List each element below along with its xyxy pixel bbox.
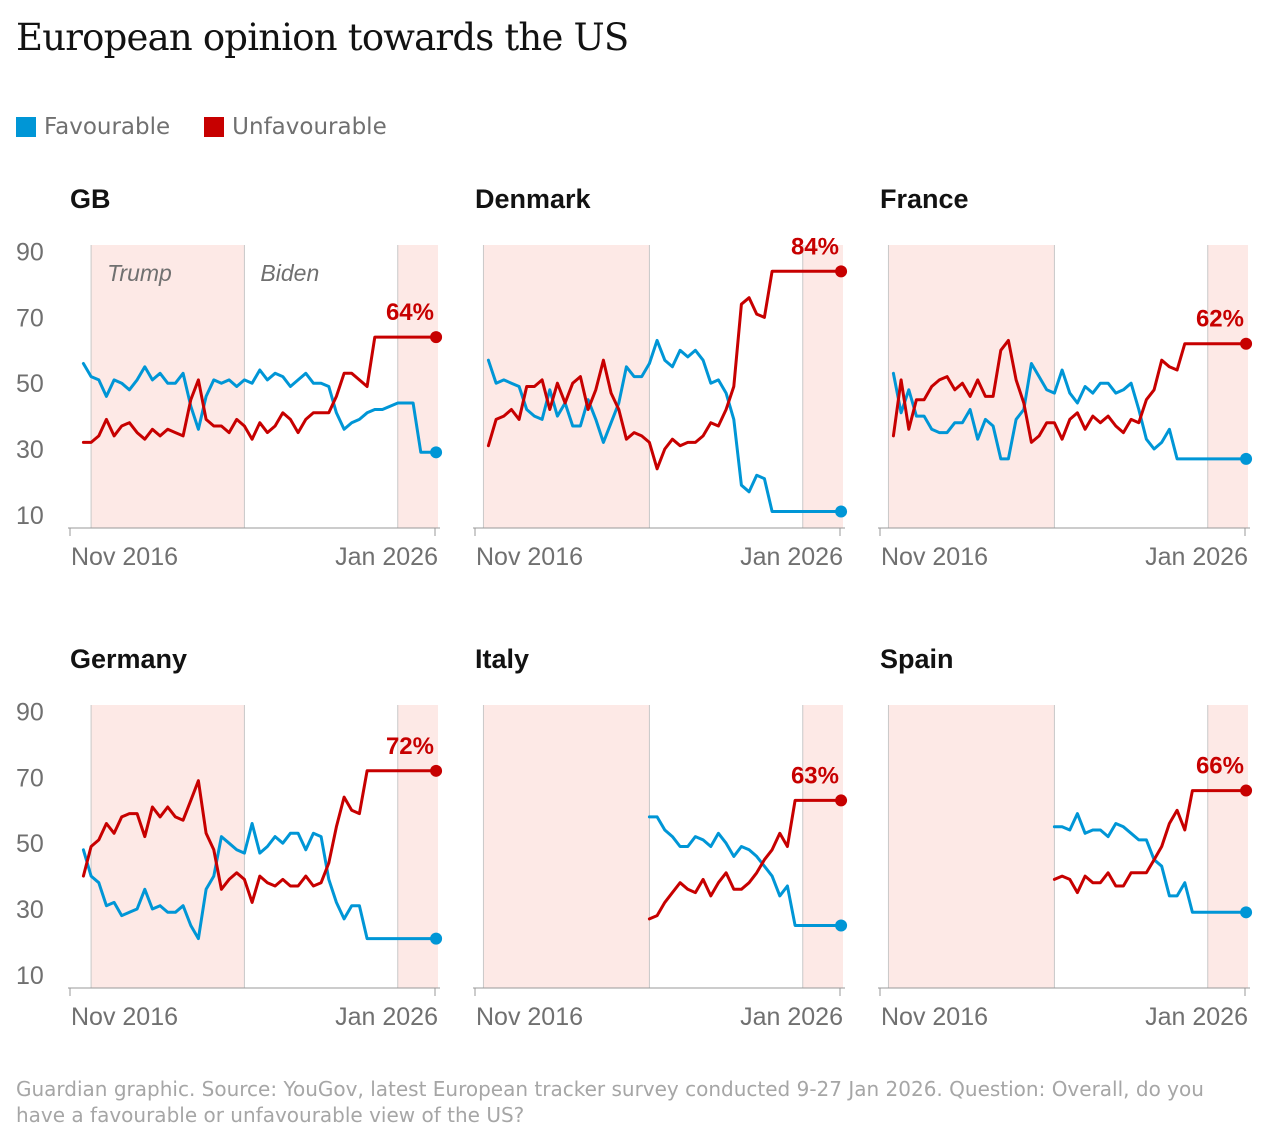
end-value-label: 64% [386, 299, 434, 326]
panel-title: Italy [475, 644, 529, 674]
series-end-point-unfavourable [430, 331, 443, 344]
series-line-unfavourable [81, 335, 438, 444]
presidency-shading-1 [483, 705, 650, 988]
y-tick-label: 30 [16, 436, 44, 464]
x-tick-label-start: Nov 2016 [476, 1003, 583, 1031]
series-end-point-unfavourable [835, 265, 848, 278]
period-label-trump: Trump [107, 260, 172, 286]
x-tick-label-end: Jan 2026 [335, 1003, 438, 1031]
panel-title: France [880, 184, 969, 214]
series-line-unfavourable [1052, 789, 1248, 895]
end-value-label: 66% [1196, 753, 1244, 780]
presidency-shading-1 [91, 245, 245, 528]
x-tick-label-start: Nov 2016 [881, 543, 988, 571]
presidency-shading-1 [91, 705, 245, 988]
end-value-label: 62% [1196, 306, 1244, 333]
series-line-favourable [81, 822, 438, 941]
series-line-unfavourable [647, 798, 843, 921]
y-tick-label: 50 [16, 370, 44, 398]
x-tick-label-end: Jan 2026 [335, 543, 438, 571]
presidency-shading-2 [1207, 705, 1248, 988]
y-tick-label: 30 [16, 896, 44, 924]
presidency-shading-1 [483, 245, 650, 528]
x-tick-label-start: Nov 2016 [71, 543, 178, 571]
x-tick-label-end: Jan 2026 [1145, 543, 1248, 571]
y-tick-label: 70 [16, 764, 44, 792]
series-end-point-unfavourable [835, 794, 848, 807]
x-tick-label-start: Nov 2016 [881, 1003, 988, 1031]
panel-title: Spain [880, 644, 954, 674]
legend-swatch-unfavourable [204, 117, 225, 137]
y-tick-label: 90 [16, 699, 44, 727]
presidency-shading-2 [802, 705, 843, 988]
series-end-point-favourable [430, 932, 443, 945]
series-line-favourable [647, 815, 843, 927]
x-tick-label-start: Nov 2016 [71, 1003, 178, 1031]
chart-panel-spain: Spain Nov 2016 Jan 2026 66% [878, 644, 1253, 1031]
legend-item-favourable: Favourable [16, 114, 170, 140]
series-end-point-unfavourable [1240, 337, 1253, 350]
series-end-point-favourable [430, 446, 443, 459]
legend-label-favourable: Favourable [44, 114, 171, 140]
source-footnote: Guardian graphic. Source: YouGov, latest… [16, 1077, 1204, 1127]
series-end-point-favourable [835, 505, 848, 518]
y-tick-label: 70 [16, 304, 44, 332]
chart-panel-gb: GB 90 70 50 30 10 Trump Biden Nov 2016 Jan 2026 64… [16, 184, 443, 571]
series-end-point-unfavourable [1240, 784, 1253, 797]
y-tick-label: 50 [16, 830, 44, 858]
period-label-biden: Biden [260, 260, 319, 286]
x-tick-label-end: Jan 2026 [740, 543, 843, 571]
x-tick-label-end: Jan 2026 [1145, 1003, 1248, 1031]
chart-panel-italy: Italy Nov 2016 Jan 2026 63% [473, 644, 848, 1031]
chart-panel-denmark: Denmark Nov 2016 Jan 2026 84% [473, 184, 848, 571]
series-end-point-favourable [1240, 906, 1253, 919]
series-end-point-unfavourable [430, 764, 443, 777]
legend-label-unfavourable: Unfavourable [232, 114, 387, 140]
presidency-shading-2 [397, 245, 438, 528]
y-tick-label: 90 [16, 239, 44, 267]
presidency-shading-2 [802, 245, 843, 528]
panel-title: GB [70, 184, 111, 214]
series-line-unfavourable [891, 338, 1248, 444]
end-value-label: 84% [791, 233, 839, 260]
chart-panel-france: France Nov 2016 Jan 2026 62% [878, 184, 1253, 571]
legend-item-unfavourable: Unfavourable [204, 114, 387, 140]
series-line-favourable [81, 362, 438, 454]
presidency-shading-1 [888, 705, 1055, 988]
end-value-label: 63% [791, 762, 839, 789]
x-tick-label-start: Nov 2016 [476, 543, 583, 571]
panel-title: Denmark [475, 184, 592, 214]
y-tick-label: 10 [16, 502, 44, 530]
x-tick-label-end: Jan 2026 [740, 1003, 843, 1031]
series-end-point-favourable [1240, 452, 1253, 465]
panel-title: Germany [70, 644, 187, 674]
page-title: European opinion towards the US [16, 16, 629, 59]
legend-swatch-favourable [16, 117, 36, 137]
presidency-shading-2 [1207, 245, 1248, 528]
series-line-unfavourable [486, 269, 843, 471]
chart-legend: Favourable Unfavourable [16, 114, 421, 140]
y-tick-label: 10 [16, 962, 44, 990]
end-value-label: 72% [386, 733, 434, 760]
chart-panel-germany: Germany 90 70 50 30 10 Nov 2016 Jan 2026 72% [16, 644, 443, 1031]
series-line-favourable [891, 362, 1248, 461]
series-line-unfavourable [81, 769, 438, 904]
series-line-favourable [1052, 812, 1248, 914]
series-end-point-favourable [835, 919, 848, 932]
presidency-shading-1 [888, 245, 1055, 528]
